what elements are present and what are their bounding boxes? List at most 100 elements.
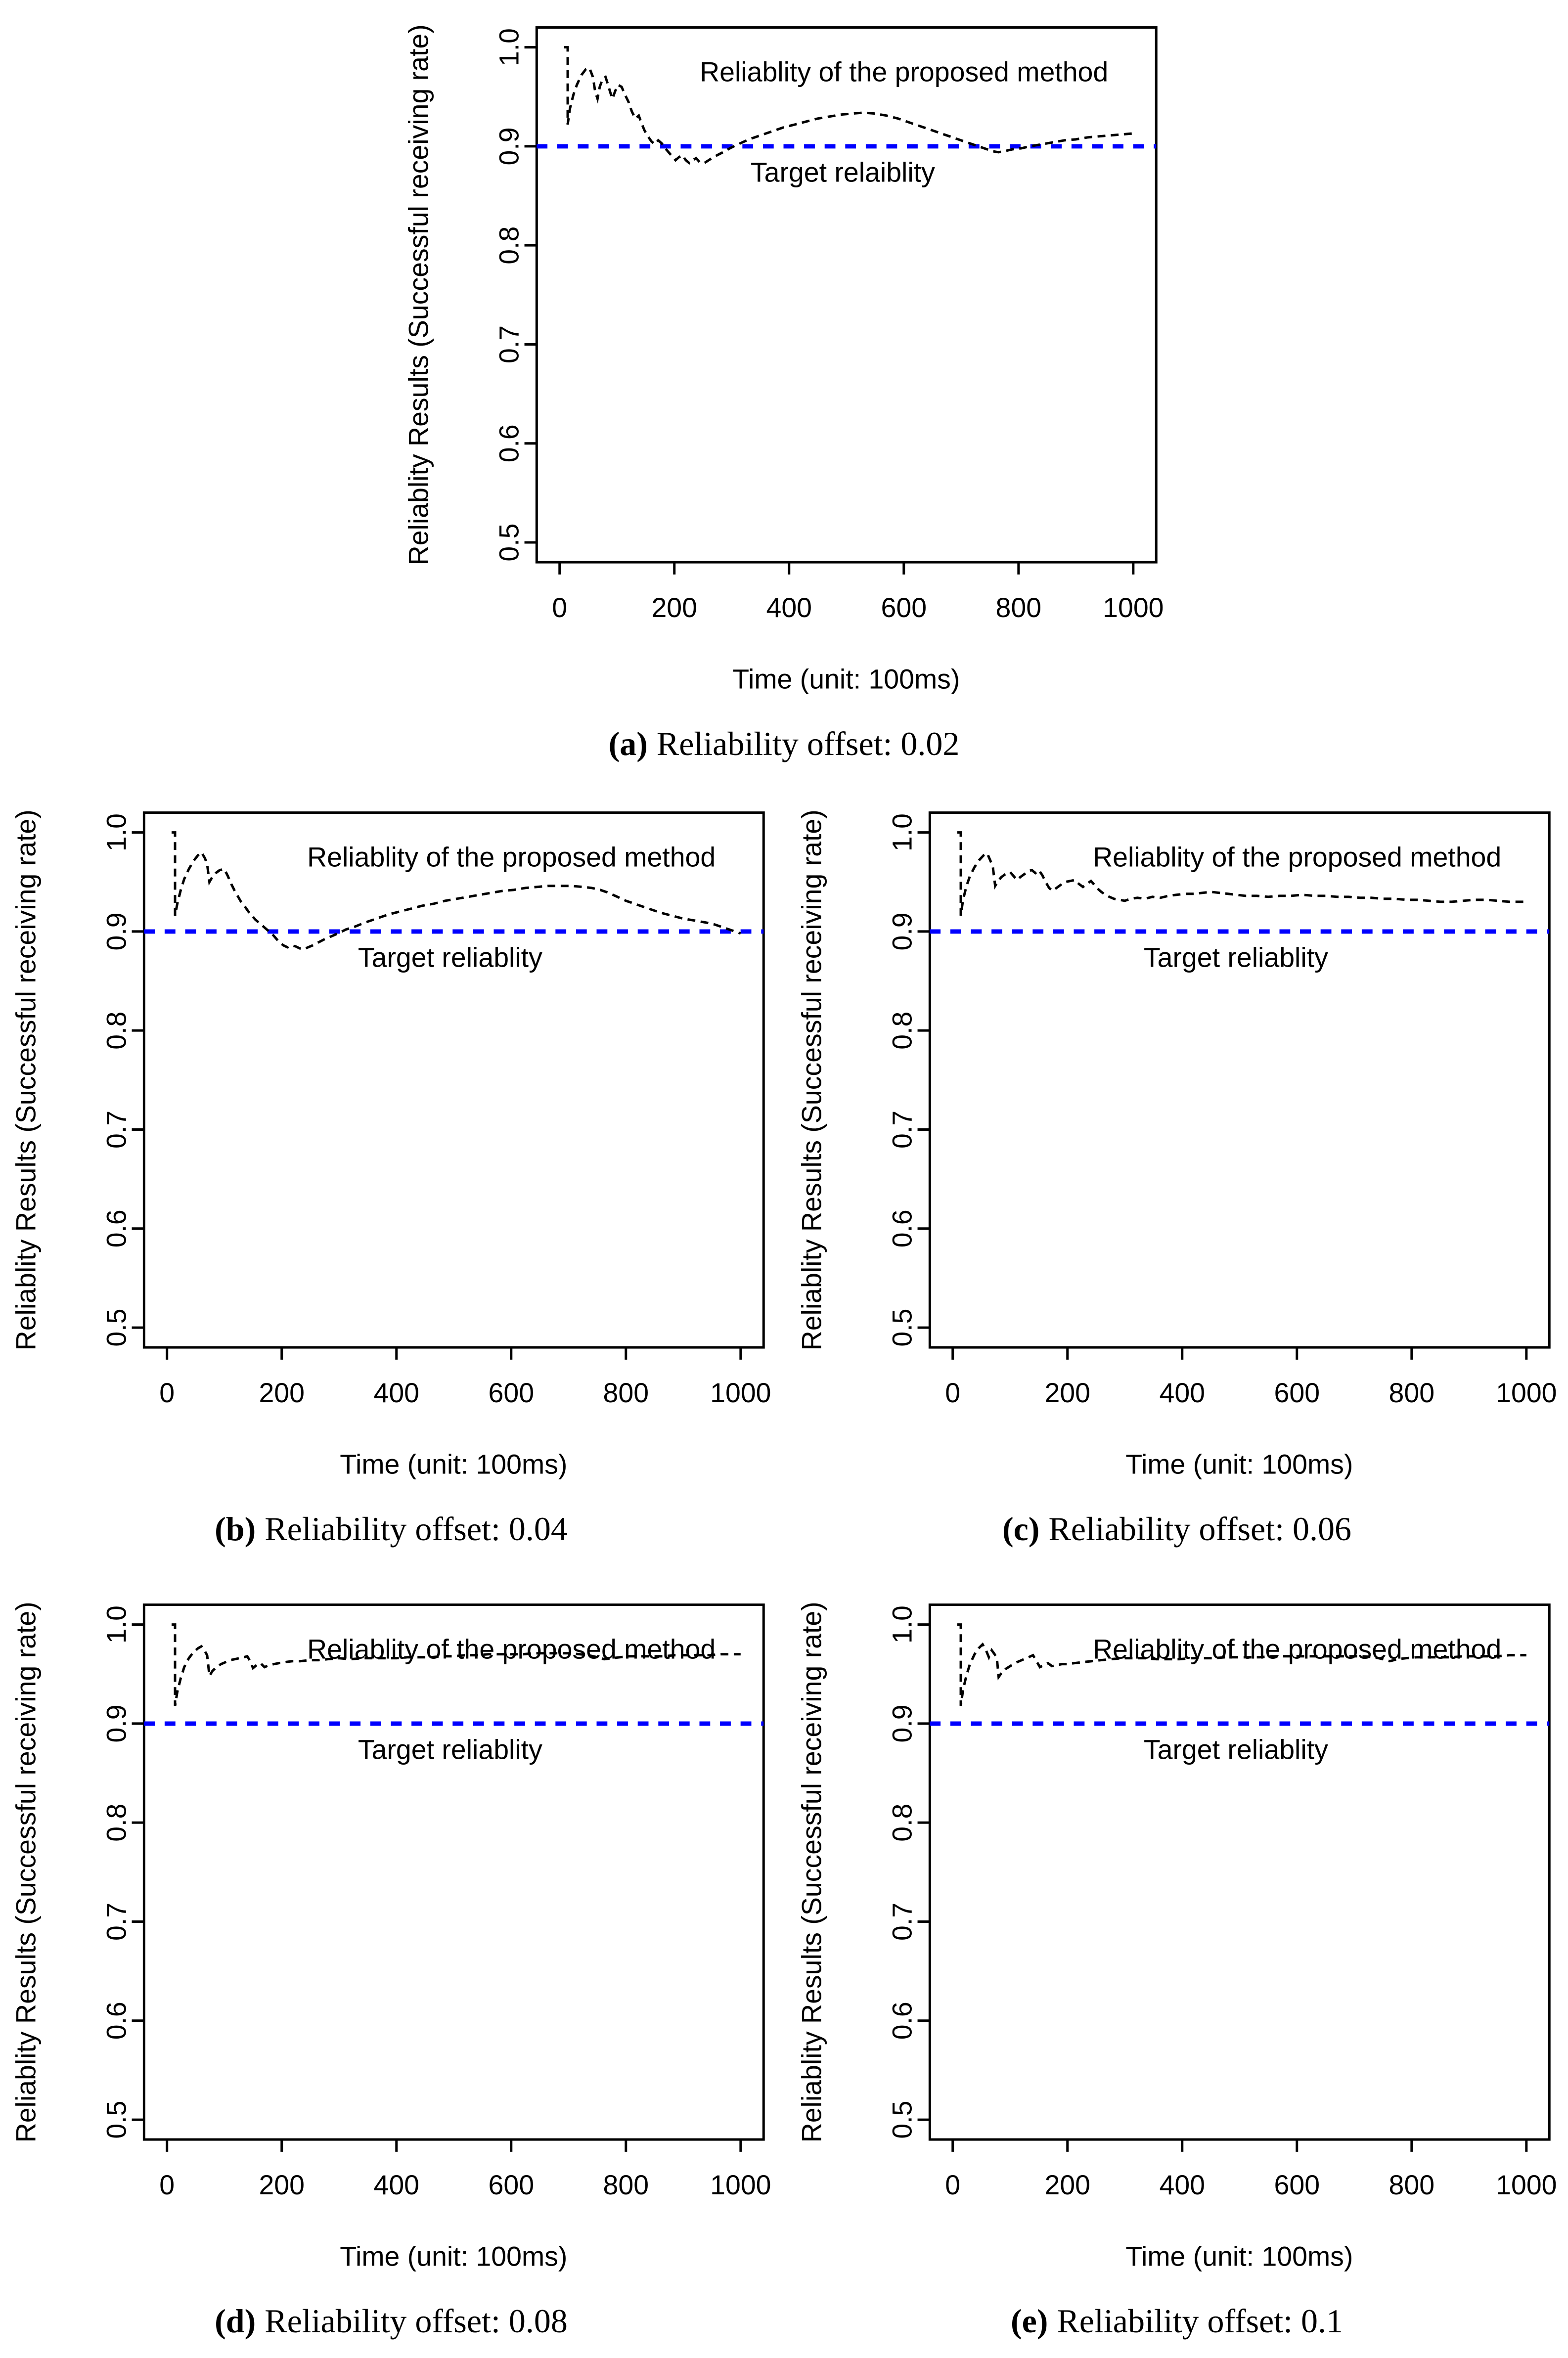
reliability-chart-b: Reliablity Results (Successful receiving… [7, 789, 776, 1549]
caption-text: Reliability offset: 0.02 [656, 725, 960, 763]
y-tick-label: 0.7 [887, 1111, 917, 1149]
y-tick-label: 1.0 [887, 1605, 917, 1644]
x-tick-label: 0 [552, 592, 567, 623]
plot-svg: Reliablity Results (Successful receiving… [10, 809, 771, 1480]
y-tick-label: 1.0 [101, 813, 132, 851]
caption-text: Reliability offset: 0.06 [1048, 1510, 1352, 1548]
curve-annotation-label: Reliablity of the proposed method [700, 56, 1108, 87]
target-annotation-label: Target reliablity [1143, 942, 1328, 973]
proposed-method-curve [957, 831, 1526, 916]
figure-row-3: Reliablity Results (Successful receiving… [0, 1581, 1568, 2341]
target-annotation-label: Target reliablity [358, 1735, 542, 1765]
x-tick-label: 600 [488, 1378, 534, 1408]
target-annotation-label: Target reliablity [358, 942, 542, 973]
x-tick-label: 1000 [1103, 592, 1164, 623]
curve-annotation-label: Reliablity of the proposed method [1093, 1634, 1501, 1665]
y-tick-label: 0.7 [101, 1903, 132, 1941]
y-tick-label: 0.7 [887, 1903, 917, 1941]
y-tick-label: 0.9 [101, 1705, 132, 1743]
y-tick-label: 0.9 [494, 127, 525, 165]
axis-ticks: 0 200 400 600 800 1000 0.5 0.6 0.7 0.8 0.9 1.0 [887, 813, 1557, 1408]
x-tick-label: 800 [603, 2170, 649, 2200]
proposed-method-curve [957, 1623, 1526, 1706]
caption-letter: (e) [1010, 2302, 1048, 2340]
y-tick-label: 0.6 [494, 424, 525, 462]
plot-area-border [142, 1603, 765, 2141]
caption: (d) Reliability offset: 0.08 [215, 2302, 568, 2341]
figure-row-1: Reliablity Results (Successful receiving… [0, 4, 1568, 763]
y-tick-label: 0.9 [887, 912, 917, 950]
x-tick-label: 1000 [1496, 2170, 1557, 2200]
y-tick-label: 0.7 [101, 1111, 132, 1149]
target-annotation-label: Target reliablity [1143, 1735, 1328, 1765]
curve-annotation-label: Reliablity of the proposed method [1093, 842, 1501, 873]
plot-svg: Reliablity Results (Successful receiving… [10, 1602, 771, 2271]
y-tick-label: 0.5 [887, 1309, 917, 1347]
target-annotation-label: Target relaiblity [751, 157, 935, 188]
axis-ticks: 0 200 400 600 800 1000 0.5 0.6 0.7 0.8 0.9 1.0 [101, 813, 771, 1408]
x-tick-label: 0 [159, 2170, 175, 2200]
x-tick-label: 600 [1274, 2170, 1320, 2200]
y-tick-label: 0.6 [887, 1209, 917, 1247]
proposed-method-curve [564, 46, 1133, 165]
curve-annotation-label: Reliablity of the proposed method [307, 842, 716, 873]
x-tick-label: 400 [373, 2170, 419, 2200]
proposed-method-curve [171, 831, 741, 951]
x-tick-label: 600 [488, 2170, 534, 2200]
axis-ticks: 0 200 400 600 800 1000 0.5 0.6 0.7 0.8 0.9 1.0 [887, 1605, 1557, 2200]
y-tick-label: 0.5 [494, 523, 525, 561]
y-tick-label: 0.5 [101, 1309, 132, 1347]
caption-text: Reliability offset: 0.08 [265, 2302, 568, 2340]
x-tick-label: 400 [1159, 2170, 1205, 2200]
y-tick-label: 0.5 [101, 2101, 132, 2139]
axis-ticks: 0 200 400 600 800 1000 0.5 0.6 0.7 0.8 0.9 1.0 [494, 28, 1164, 623]
x-axis-label: Time (unit: 100ms) [1125, 1449, 1353, 1480]
y-tick-label: 1.0 [887, 813, 917, 851]
caption-letter: (b) [215, 1510, 256, 1548]
x-axis-label: Time (unit: 100ms) [732, 664, 960, 695]
x-tick-label: 0 [159, 1378, 175, 1408]
caption-letter: (d) [215, 2302, 256, 2340]
x-tick-label: 1000 [1496, 1378, 1557, 1408]
y-tick-label: 0.8 [887, 1012, 917, 1050]
x-tick-label: 200 [1044, 1378, 1090, 1408]
y-tick-label: 0.8 [101, 1804, 132, 1842]
caption-letter: (c) [1002, 1510, 1040, 1548]
y-axis-label: Reliablity Results (Successful receiving… [403, 24, 434, 565]
x-tick-label: 200 [651, 592, 697, 623]
y-tick-label: 0.9 [101, 912, 132, 950]
x-tick-label: 600 [881, 592, 927, 623]
y-axis-label: Reliablity Results (Successful receiving… [796, 1602, 827, 2142]
x-tick-label: 800 [1389, 2170, 1434, 2200]
caption-text: Reliability offset: 0.1 [1057, 2302, 1344, 2340]
y-tick-label: 0.6 [887, 2002, 917, 2040]
y-tick-label: 0.8 [887, 1804, 917, 1842]
caption-text: Reliability offset: 0.04 [265, 1510, 568, 1548]
curve-annotation-label: Reliablity of the proposed method [307, 1634, 716, 1665]
y-tick-label: 0.5 [887, 2101, 917, 2139]
y-axis-label: Reliablity Results (Successful receiving… [796, 809, 827, 1350]
y-axis-label: Reliablity Results (Successful receiving… [10, 809, 41, 1350]
x-tick-label: 400 [373, 1378, 419, 1408]
y-axis-label: Reliablity Results (Successful receiving… [10, 1602, 41, 2142]
plot-area-border [535, 26, 1158, 564]
y-tick-label: 1.0 [101, 1605, 132, 1644]
y-tick-label: 1.0 [494, 28, 525, 66]
y-tick-label: 0.7 [494, 325, 525, 363]
y-tick-label: 0.8 [101, 1012, 132, 1050]
x-tick-label: 1000 [710, 2170, 771, 2200]
x-axis-label: Time (unit: 100ms) [340, 1449, 567, 1480]
x-tick-label: 800 [996, 592, 1042, 623]
caption: (a) Reliability offset: 0.02 [609, 724, 960, 763]
axis-ticks: 0 200 400 600 800 1000 0.5 0.6 0.7 0.8 0.9 1.0 [101, 1605, 771, 2200]
x-tick-label: 1000 [710, 1378, 771, 1408]
x-tick-label: 400 [1159, 1378, 1205, 1408]
x-tick-label: 200 [1044, 2170, 1090, 2200]
plot-area-border [928, 811, 1551, 1349]
figure-row-2: Reliablity Results (Successful receiving… [0, 789, 1568, 1549]
x-tick-label: 600 [1274, 1378, 1320, 1408]
x-tick-label: 800 [1389, 1378, 1434, 1408]
x-tick-label: 800 [603, 1378, 649, 1408]
plot-svg: Reliablity Results (Successful receiving… [796, 809, 1557, 1480]
